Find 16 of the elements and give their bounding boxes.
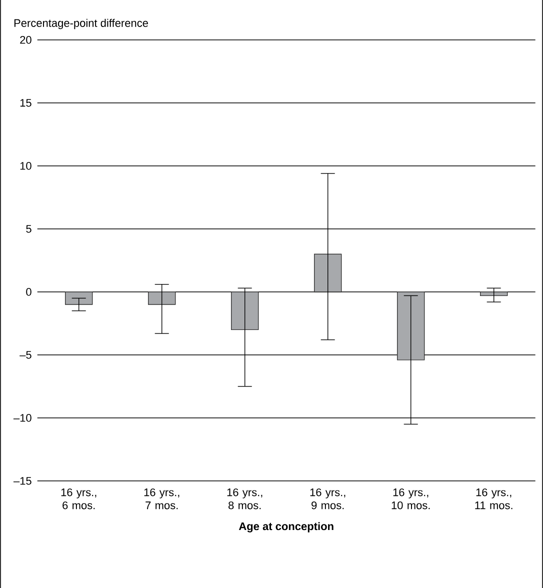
x-tick-label: 16 yrs., 7 mos. — [144, 488, 180, 510]
y-tick-label: –15 — [13, 477, 32, 485]
y-tick-label: –10 — [13, 414, 32, 422]
y-tick-label: –5 — [20, 351, 32, 359]
x-tick-label: 16 yrs., 6 mos. — [61, 488, 96, 510]
y-tick-label: 15 — [20, 99, 32, 107]
x-tick-label: 16 yrs., 9 mos. — [310, 488, 346, 510]
y-tick-label: 20 — [20, 36, 32, 44]
x-tick-label: 16 yrs., 11 mos. — [475, 488, 512, 510]
x-axis-title: Age at conception — [238, 522, 334, 532]
y-tick-label: 0 — [26, 288, 32, 296]
y-axis-title: Percentage-point difference — [14, 18, 148, 30]
y-tick-label: 5 — [26, 225, 32, 233]
x-tick-label: 16 yrs., 10 mos. — [392, 488, 430, 510]
y-tick-label: 10 — [20, 162, 32, 170]
x-tick-label: 16 yrs., 8 mos. — [227, 488, 262, 510]
